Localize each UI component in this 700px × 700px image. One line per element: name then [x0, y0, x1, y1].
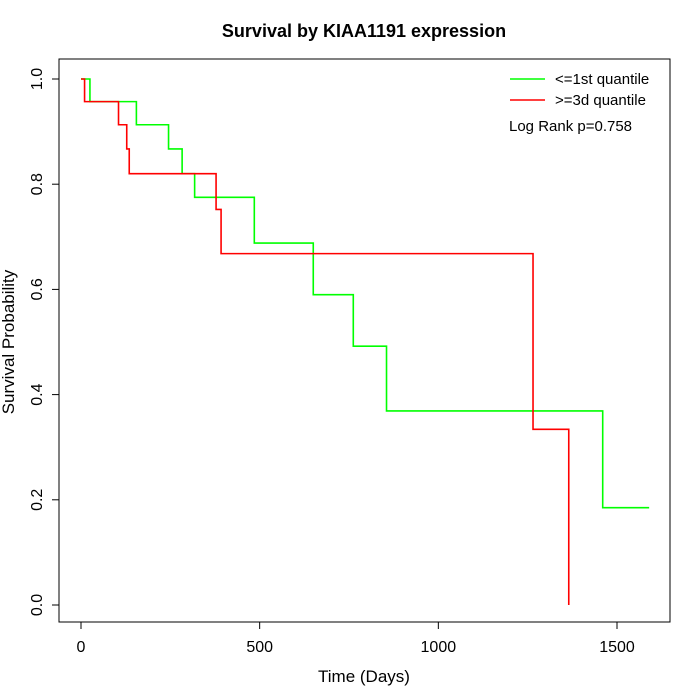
x-tick-label: 1500 — [599, 639, 635, 656]
x-tick-label: 0 — [77, 639, 86, 656]
y-tick-label: 1.0 — [29, 68, 46, 90]
y-tick-label: 0.2 — [29, 489, 46, 511]
legend: <=1st quantile >=3d quantile — [510, 71, 649, 109]
survival-curve-high — [81, 78, 570, 605]
x-tick-label: 500 — [246, 639, 273, 656]
chart-title: Survival by KIAA1191 expression — [222, 21, 506, 41]
x-axis: 0 500 1000 1500 — [77, 621, 635, 656]
y-tick-label: 0.6 — [29, 278, 46, 300]
y-tick-label: 0.0 — [29, 594, 46, 616]
x-axis-label: Time (Days) — [318, 667, 410, 686]
plot-frame — [58, 58, 671, 623]
survival-curve-low — [81, 78, 650, 509]
series-layer — [81, 78, 650, 605]
y-axis-label: Survival Probability — [0, 269, 18, 414]
y-axis: 0.0 0.2 0.4 0.6 0.8 1.0 — [29, 68, 60, 616]
legend-label-high: >=3d quantile — [555, 92, 646, 109]
y-tick-label: 0.8 — [29, 173, 46, 195]
log-rank-annotation: Log Rank p=0.758 — [509, 118, 632, 135]
legend-label-low: <=1st quantile — [555, 71, 649, 88]
y-tick-label: 0.4 — [29, 383, 46, 405]
x-tick-label: 1000 — [421, 639, 457, 656]
